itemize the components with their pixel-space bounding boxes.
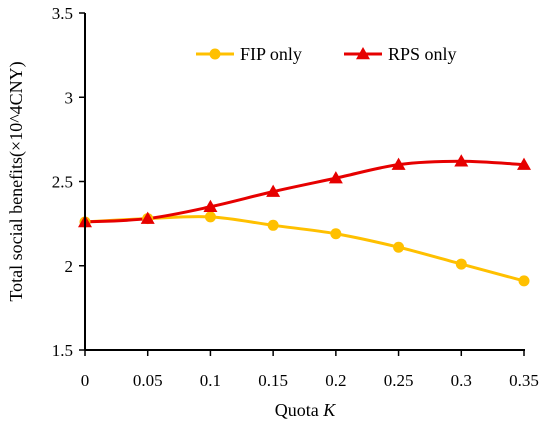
y-tick-label: 3: [65, 88, 74, 107]
series-1-point: [518, 275, 530, 287]
series-1-point: [393, 241, 405, 253]
x-axis-title-variable: K: [322, 400, 336, 420]
y-tick-label: 2: [65, 257, 74, 276]
series-2-point: [140, 211, 155, 224]
series-2-point: [328, 171, 343, 184]
x-tick-label: 0.2: [325, 371, 346, 390]
y-tick-label: 1.5: [52, 341, 73, 360]
x-axis-title: Quota K: [275, 400, 337, 420]
x-axis-ticks: 0 0.05 0.1 0.15 0.2 0.25 0.3 0.35: [81, 350, 539, 390]
legend: FIP only RPS only: [196, 44, 457, 64]
x-tick-label: 0: [81, 371, 90, 390]
series-line-2: [84, 159, 525, 224]
x-axis-title-prefix: Quota: [275, 400, 324, 420]
x-tick-label: 0.3: [451, 371, 472, 390]
x-tick-label: 0.1: [200, 371, 221, 390]
x-tick-label: 0.35: [509, 371, 539, 390]
y-tick-label: 2.5: [52, 173, 73, 192]
legend-label: FIP only: [240, 44, 302, 64]
series-2-point: [517, 157, 531, 170]
series-line-1: [84, 215, 525, 283]
y-axis-title: Total social benefits(×10^4CNY): [6, 61, 27, 301]
series-markers: [78, 154, 531, 287]
series-1-point: [455, 258, 467, 270]
series-2-point: [391, 157, 406, 170]
series-2-point: [454, 154, 469, 167]
x-tick-label: 0.25: [384, 371, 414, 390]
legend-swatch-marker: [209, 48, 221, 60]
series-2-point: [203, 199, 218, 213]
legend-swatch-marker: [356, 47, 370, 60]
y-axis-ticks: 1.5 2 2.5 3 3.5: [52, 4, 85, 360]
series-1-point: [267, 219, 279, 231]
series-1-point: [204, 211, 216, 223]
series-2-point: [266, 184, 281, 197]
series-1-point: [330, 228, 342, 240]
x-tick-label: 0.05: [133, 371, 163, 390]
x-tick-label: 0.15: [258, 371, 288, 390]
y-tick-label: 3.5: [52, 4, 73, 23]
legend-label: RPS only: [388, 44, 457, 64]
